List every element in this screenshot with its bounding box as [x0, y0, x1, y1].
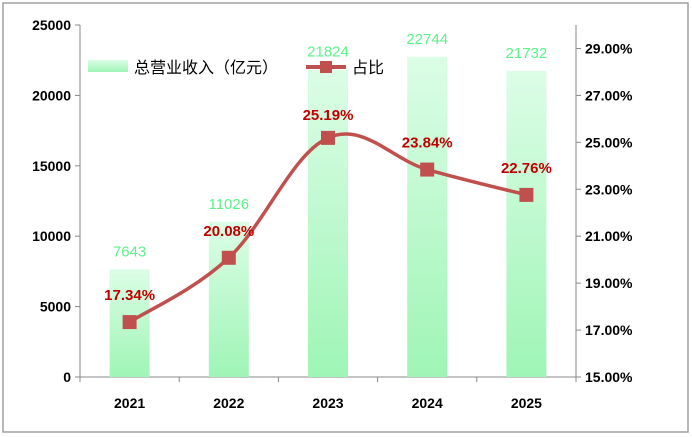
line-label: 22.76%: [501, 160, 552, 177]
bar: [208, 221, 249, 377]
left-tick-label: 10000: [32, 228, 71, 244]
x-tick-label: 2025: [511, 395, 542, 411]
legend-bar-label: 总营业收入（亿元）: [134, 59, 278, 77]
line-label: 23.84%: [402, 135, 453, 152]
right-tick-label: 27.00%: [585, 87, 633, 103]
line-marker: [122, 315, 137, 330]
bar: [506, 71, 547, 378]
x-tick-label: 2023: [312, 395, 343, 411]
legend-bar-swatch: [88, 60, 128, 72]
left-tick-label: 25000: [32, 17, 71, 33]
x-tick-label: 2024: [412, 395, 443, 411]
legend: 总营业收入（亿元） 占比: [88, 59, 384, 77]
line-marker: [221, 250, 236, 265]
line-marker: [321, 130, 335, 145]
right-tick-label: 17.00%: [585, 322, 633, 338]
bar: [407, 56, 448, 378]
bar: [308, 69, 348, 377]
right-tick-label: 15.00%: [585, 369, 633, 385]
line-marker: [519, 187, 534, 202]
x-tick-label: 2021: [114, 395, 145, 411]
bar-label: 22744: [406, 31, 448, 48]
left-tick-label: 0: [63, 369, 71, 385]
right-tick-label: 19.00%: [585, 275, 633, 291]
left-tick-label: 5000: [40, 299, 71, 315]
right-tick-label: 21.00%: [585, 228, 633, 244]
line-label: 20.08%: [203, 223, 254, 240]
right-tick-label: 25.00%: [585, 134, 633, 150]
bar-label: 7643: [113, 243, 146, 260]
bar-label: 21732: [506, 45, 548, 62]
x-tick-label: 2022: [213, 395, 244, 411]
bar-label: 11026: [208, 196, 249, 213]
line-label: 17.34%: [104, 287, 155, 304]
legend-line-label: 占比: [352, 59, 384, 77]
line-label: 25.19%: [303, 107, 354, 124]
line-marker: [420, 162, 435, 177]
legend-line-marker: [320, 61, 332, 73]
left-tick-label: 20000: [32, 87, 71, 103]
right-tick-label: 29.00%: [585, 40, 633, 56]
bar-label: 21824: [307, 44, 349, 61]
right-tick-label: 23.00%: [585, 181, 633, 197]
left-tick-label: 15000: [32, 158, 71, 174]
